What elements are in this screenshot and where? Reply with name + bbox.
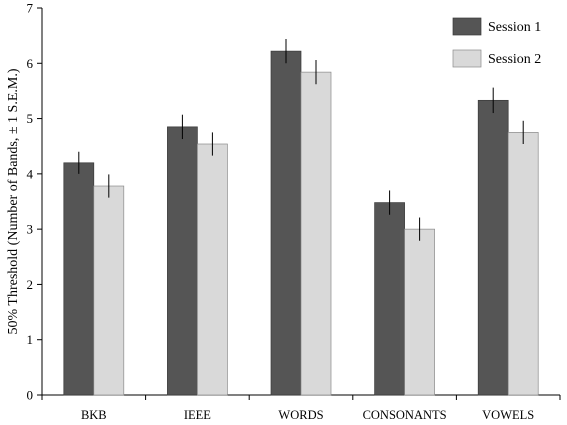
y-tick-label: 3 (27, 222, 34, 237)
x-category-label: WORDS (278, 408, 323, 422)
bars (63, 38, 539, 396)
bar (374, 202, 405, 396)
bar (507, 132, 539, 396)
y-axis-title: 50% Threshold (Number of Bands, ± 1 S.E.… (6, 68, 21, 334)
bar (63, 162, 95, 396)
y-tick-label: 2 (27, 277, 34, 292)
bar (270, 50, 302, 396)
bar (93, 185, 125, 396)
x-category-label: BKB (81, 408, 107, 422)
y-tick-label: 1 (27, 332, 34, 347)
bar (167, 126, 198, 396)
bar (197, 143, 228, 396)
legend-swatch (452, 49, 482, 68)
y-tick-label: 7 (27, 1, 34, 16)
legend-swatch (452, 17, 482, 36)
y-tick-label: 5 (27, 111, 34, 126)
x-category-label: VOWELS (482, 408, 534, 422)
legend: Session 1 Session 2 (452, 17, 541, 68)
x-axis: BKB IEEE WORDS CONSONANTS VOWELS (41, 394, 561, 422)
legend-label: Session 2 (488, 52, 541, 67)
y-tick-label: 0 (27, 388, 34, 403)
y-tick-label: 4 (27, 166, 34, 181)
y-axis: 0 1 2 3 4 5 6 7 (27, 1, 43, 403)
bar (300, 71, 332, 396)
bar (477, 99, 509, 396)
x-category-label: IEEE (184, 408, 211, 422)
y-tick-label: 6 (27, 56, 34, 71)
bar (404, 228, 435, 396)
x-category-label: CONSONANTS (363, 408, 447, 422)
legend-label: Session 1 (488, 20, 541, 35)
